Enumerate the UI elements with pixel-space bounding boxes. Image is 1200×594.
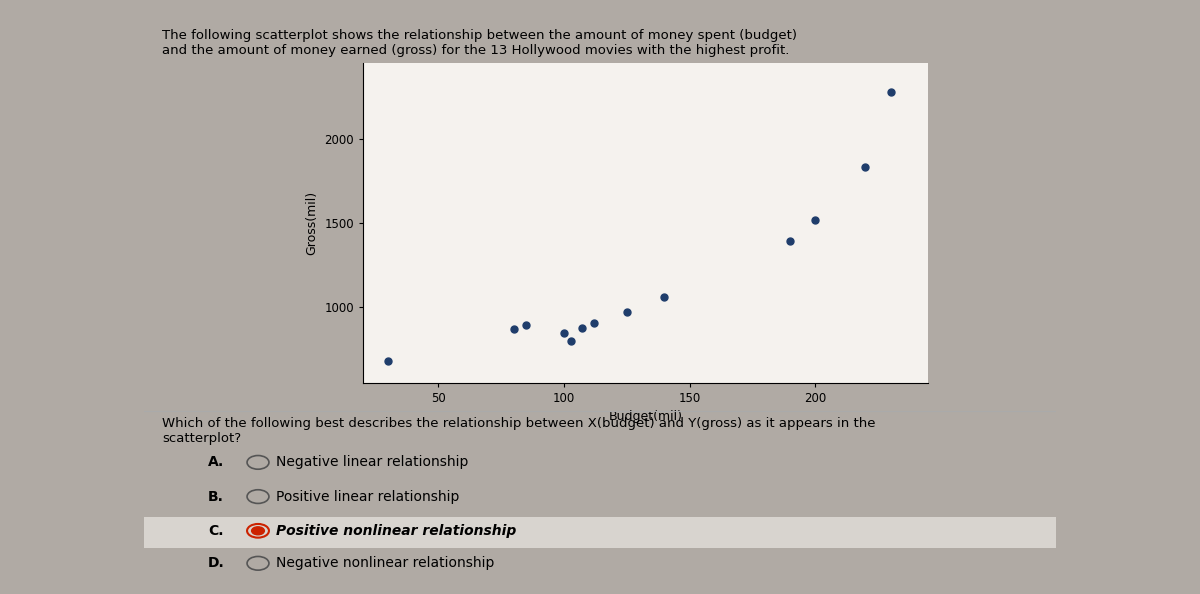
Text: Negative linear relationship: Negative linear relationship: [276, 456, 469, 469]
Text: The following scatterplot shows the relationship between the amount of money spe: The following scatterplot shows the rela…: [162, 29, 797, 57]
Text: Positive nonlinear relationship: Positive nonlinear relationship: [276, 524, 516, 538]
Text: C.: C.: [208, 524, 223, 538]
Text: Which of the following best describes the relationship between X(budget) and Y(g: Which of the following best describes th…: [162, 417, 876, 445]
FancyBboxPatch shape: [144, 517, 1056, 548]
Text: B.: B.: [208, 489, 223, 504]
Text: D.: D.: [208, 557, 224, 570]
Text: A.: A.: [208, 456, 224, 469]
Text: Negative nonlinear relationship: Negative nonlinear relationship: [276, 557, 494, 570]
Text: Positive linear relationship: Positive linear relationship: [276, 489, 460, 504]
Circle shape: [252, 527, 264, 535]
